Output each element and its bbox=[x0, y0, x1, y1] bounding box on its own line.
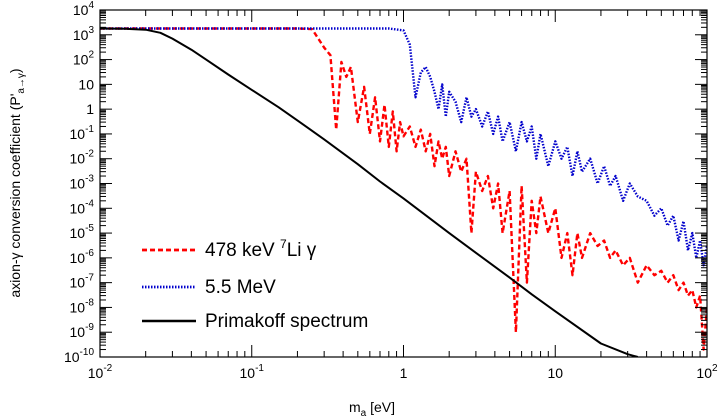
y-tick-label: 10-5 bbox=[70, 223, 95, 241]
x-tick-label-base: 1 bbox=[400, 365, 408, 381]
legend-label-2: Primakoff spectrum bbox=[205, 311, 368, 332]
y-tick-label: 10-3 bbox=[70, 174, 95, 192]
x-axis-label-sub: a bbox=[361, 408, 367, 419]
y-axis-label: axion-γ conversion coefficient (P'a→γ) bbox=[7, 68, 27, 297]
y-axis-label-close: ) bbox=[7, 68, 23, 73]
plot-frame bbox=[99, 9, 708, 358]
y-tick-label-exponent: -10 bbox=[80, 347, 95, 358]
x-axis-label-main: m bbox=[349, 399, 361, 415]
y-tick-label-base: 10 bbox=[64, 349, 80, 365]
legend-label-text: 5.5 MeV bbox=[205, 277, 276, 298]
y-tick-label-base: 10 bbox=[73, 52, 89, 68]
y-tick-label: 1 bbox=[86, 101, 94, 117]
x-tick-label-base: 10 bbox=[696, 365, 712, 381]
y-tick-label-exponent: -4 bbox=[85, 198, 94, 209]
y-tick-label: 10-8 bbox=[70, 297, 95, 315]
x-tick-label-base: 10 bbox=[547, 365, 563, 381]
legend-label-text-post: Li γ bbox=[287, 240, 317, 261]
legend-label-superscript: 7 bbox=[280, 237, 287, 251]
y-tick-label: 10-2 bbox=[70, 149, 95, 167]
y-tick-label-exponent: -6 bbox=[85, 248, 94, 259]
y-tick-label: 104 bbox=[73, 0, 95, 18]
x-axis-ticks: 10-2 10-1 1 10 102 bbox=[88, 10, 718, 381]
y-tick-label: 10-9 bbox=[70, 322, 95, 340]
x-tick-label: 10-1 bbox=[240, 363, 265, 381]
x-axis-label-unit: [eV] bbox=[366, 399, 395, 415]
x-tick-label: 10-2 bbox=[88, 363, 113, 381]
x-axis-label: ma [eV] bbox=[349, 399, 395, 419]
series-line-1 bbox=[100, 27, 707, 267]
legend-label-0: 478 keV 7Li γ bbox=[205, 237, 317, 261]
y-tick-label-exponent: -8 bbox=[85, 297, 94, 308]
y-axis-ticks: 10410310210110-110-210-310-410-510-610-7… bbox=[64, 0, 707, 365]
legend-label-text: 478 keV bbox=[205, 240, 280, 261]
y-tick-label-base: 10 bbox=[70, 225, 86, 241]
y-tick-label-base: 10 bbox=[70, 200, 86, 216]
y-tick-label-exponent: -9 bbox=[85, 322, 94, 333]
y-tick-label-base: 10 bbox=[70, 275, 86, 291]
y-tick-label-base: 10 bbox=[70, 176, 86, 192]
legend-label-1: 5.5 MeV bbox=[205, 277, 276, 298]
y-tick-label: 10-6 bbox=[70, 248, 95, 266]
x-tick-label: 1 bbox=[400, 365, 408, 381]
y-tick-label-base: 10 bbox=[73, 2, 89, 18]
y-tick-label-base: 10 bbox=[78, 76, 94, 92]
y-tick-label-base: 10 bbox=[70, 299, 86, 315]
y-tick-label: 103 bbox=[73, 25, 95, 43]
x-tick-label-base: 10 bbox=[240, 365, 256, 381]
y-tick-label: 102 bbox=[73, 50, 95, 68]
y-tick-label-base: 10 bbox=[73, 27, 89, 43]
y-tick-label-base: 10 bbox=[70, 324, 86, 340]
y-tick-label: 10-7 bbox=[70, 273, 95, 291]
y-tick-label-exponent: 3 bbox=[88, 25, 94, 36]
y-tick-label: 10 bbox=[78, 76, 94, 92]
y-axis-label-main: axion-γ conversion coefficient (P' bbox=[7, 94, 23, 298]
x-tick-label: 102 bbox=[696, 363, 718, 381]
series-line-0 bbox=[100, 27, 707, 351]
y-tick-label-exponent: -7 bbox=[85, 273, 94, 284]
x-tick-label-exponent: 2 bbox=[712, 363, 718, 374]
y-tick-label-exponent: -5 bbox=[85, 223, 94, 234]
y-axis-label-sub: a→γ bbox=[16, 73, 27, 94]
legend: 478 keV 7Li γ 5.5 MeV Primakoff spectrum bbox=[142, 237, 368, 332]
y-tick-label-exponent: -2 bbox=[85, 149, 94, 160]
legend-label-text: Primakoff spectrum bbox=[205, 311, 368, 332]
y-tick-label: 10-1 bbox=[70, 124, 95, 142]
plot-area: 10-2 10-1 1 10 102 10410310210110-110-210-31… bbox=[64, 0, 718, 381]
y-tick-label-base: 1 bbox=[86, 101, 94, 117]
x-tick-label-base: 10 bbox=[88, 365, 104, 381]
series-group bbox=[100, 27, 707, 357]
y-tick-label-base: 10 bbox=[70, 126, 86, 142]
x-tick-label-exponent: -2 bbox=[103, 363, 112, 374]
y-tick-label-exponent: -1 bbox=[85, 124, 94, 135]
y-tick-label: 10-4 bbox=[70, 198, 95, 216]
x-tick-label-exponent: -1 bbox=[255, 363, 264, 374]
y-tick-label-exponent: 2 bbox=[88, 50, 94, 61]
y-tick-label-exponent: 4 bbox=[88, 0, 94, 11]
y-tick-label-exponent: -3 bbox=[85, 174, 94, 185]
series-line-2 bbox=[100, 27, 639, 357]
y-tick-label-base: 10 bbox=[70, 151, 86, 167]
y-tick-label: 10-10 bbox=[64, 347, 94, 365]
x-tick-label: 10 bbox=[547, 365, 563, 381]
y-tick-label-base: 10 bbox=[70, 250, 86, 266]
